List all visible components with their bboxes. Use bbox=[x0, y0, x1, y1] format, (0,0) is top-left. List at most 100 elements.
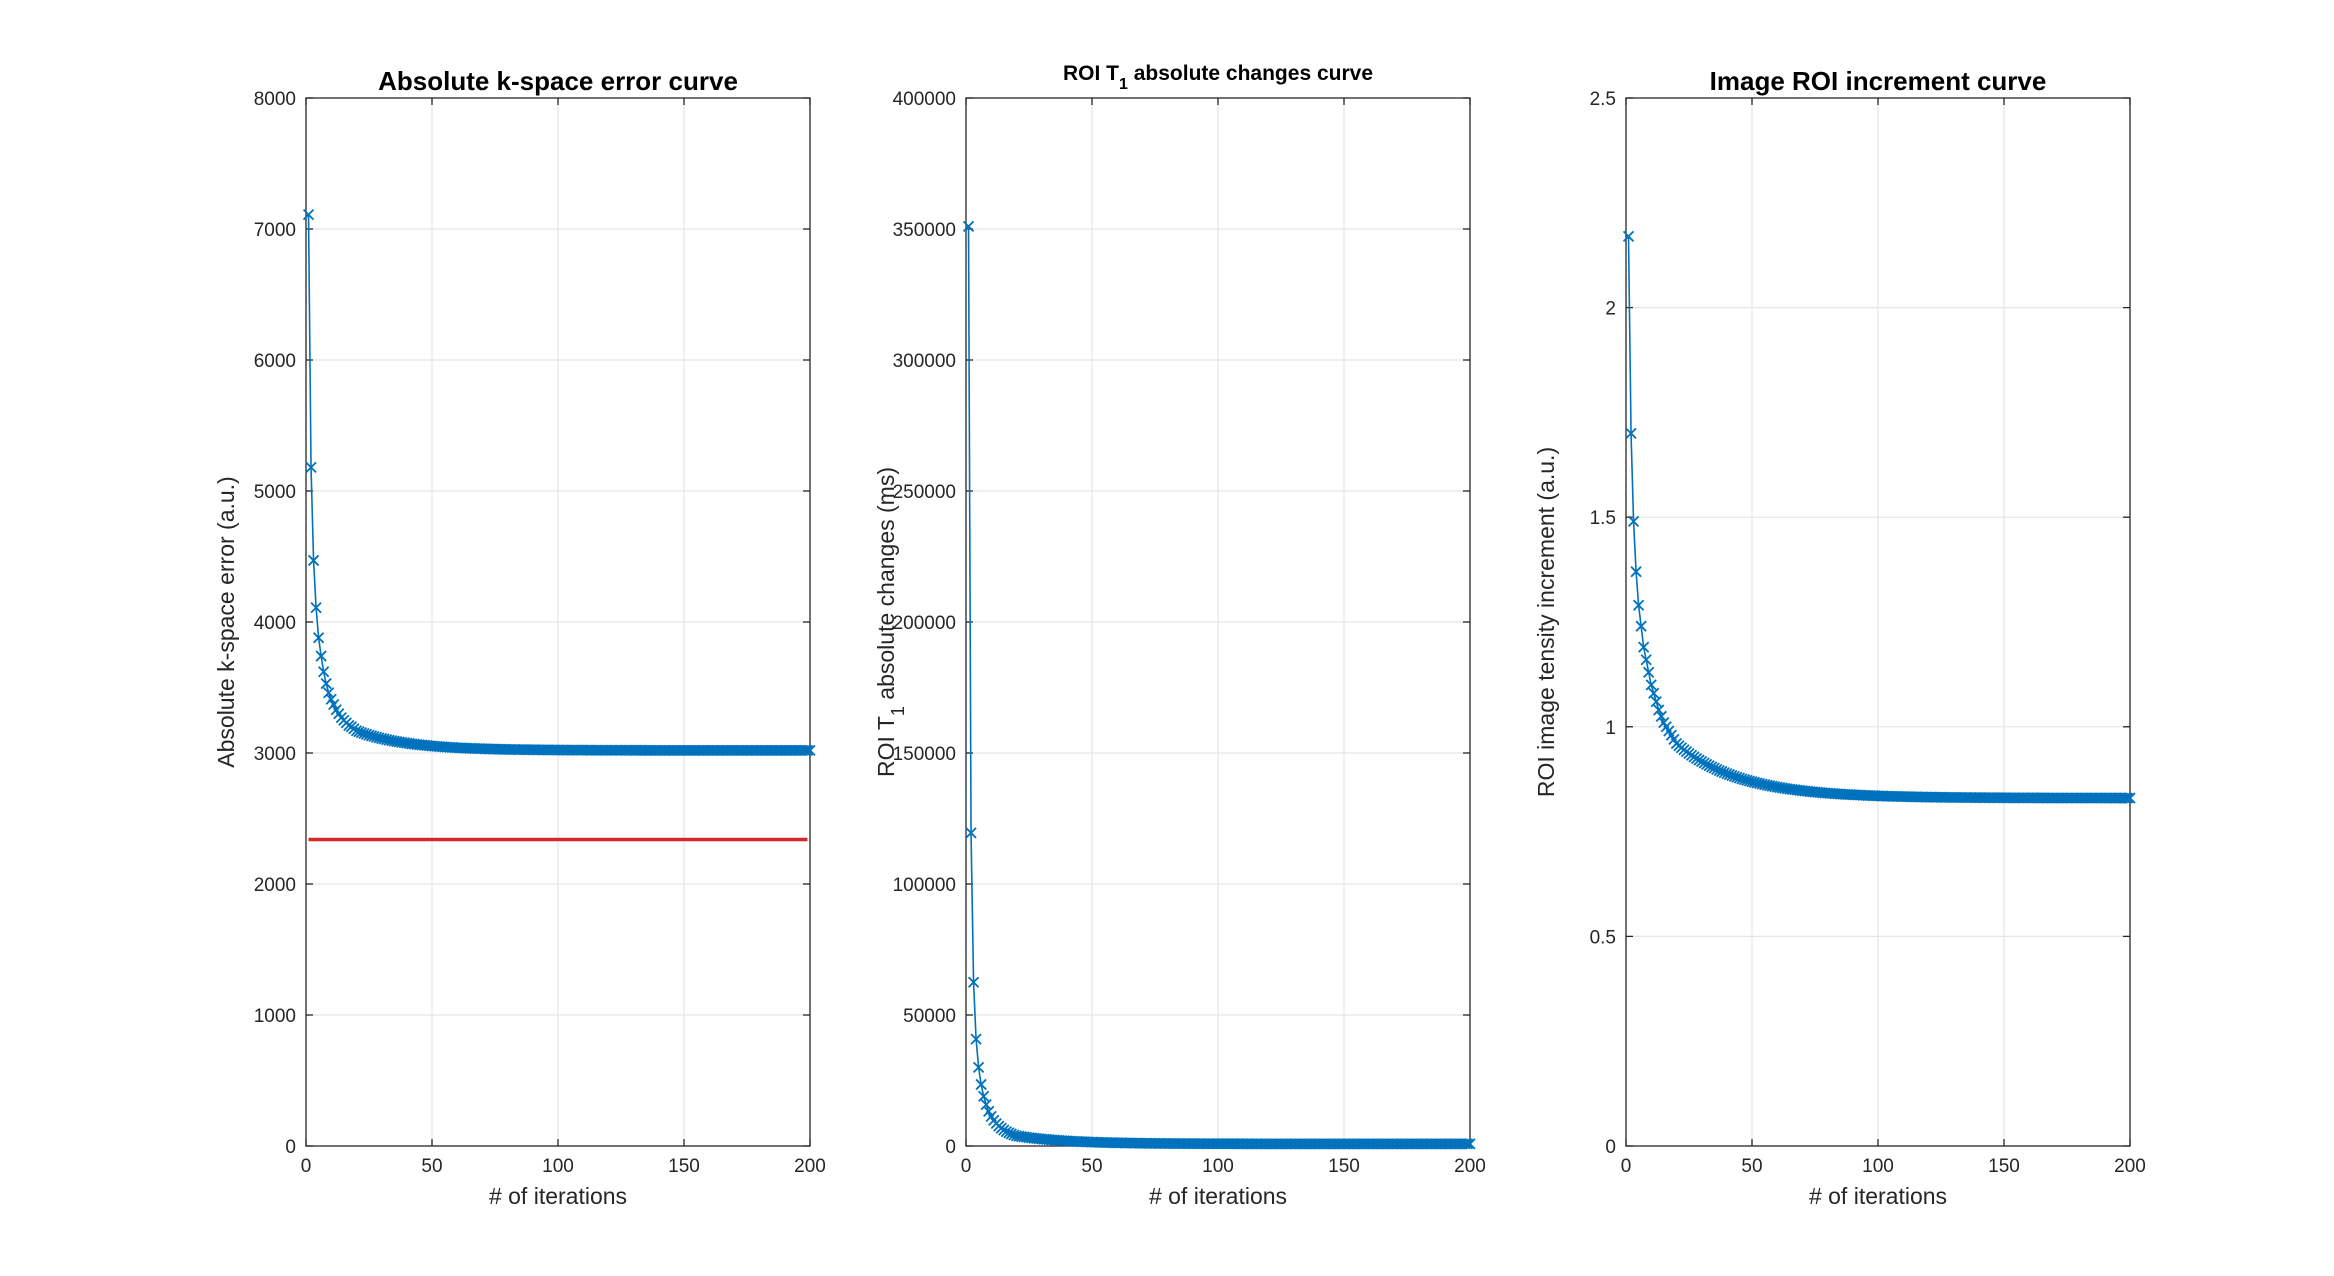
data-point-marker bbox=[975, 1078, 987, 1091]
series-markers bbox=[302, 208, 816, 757]
y-tick-label: 50000 bbox=[903, 1006, 956, 1027]
x-tick-label: 0 bbox=[301, 1156, 312, 1177]
y-tick-label: 2000 bbox=[254, 875, 296, 896]
data-point-marker bbox=[315, 650, 327, 662]
text-part: absolute changes (ms) bbox=[873, 467, 899, 706]
y-tick-label: 8000 bbox=[254, 89, 296, 110]
y-tick-label: 3000 bbox=[254, 744, 296, 765]
data-point-marker bbox=[1650, 696, 1662, 708]
data-point-marker bbox=[310, 601, 322, 614]
x-tick-label: 100 bbox=[542, 1156, 574, 1177]
data-point-marker bbox=[1461, 1138, 1474, 1150]
y-tick-label: 350000 bbox=[893, 220, 956, 241]
data-point-marker bbox=[2119, 792, 2131, 804]
y-tick-label: 200000 bbox=[893, 613, 956, 634]
chart-panel-2: 0 50 100 150 200 0 50000 100000 150000 200000 2500… bbox=[873, 62, 1486, 1209]
x-tick-label: 0 bbox=[1621, 1156, 1632, 1177]
x-tick-label: 50 bbox=[1081, 1156, 1102, 1177]
y-tick-label: 0 bbox=[285, 1137, 296, 1158]
y-tick-label: 2.5 bbox=[1590, 89, 1616, 110]
chart-title: Absolute k-space error curve bbox=[378, 66, 738, 96]
x-tick-label: 150 bbox=[1328, 1156, 1360, 1177]
data-point-marker bbox=[978, 1090, 990, 1102]
data-point-marker bbox=[323, 687, 335, 699]
data-point-marker bbox=[980, 1098, 992, 1111]
data-point-marker bbox=[305, 461, 317, 474]
data-point-marker bbox=[967, 976, 980, 988]
x-axis-label: # of iterations bbox=[1809, 1183, 1947, 1209]
x-tick-label: 150 bbox=[668, 1156, 700, 1177]
y-axis-label: Absolute k-space error (a.u.) bbox=[213, 476, 239, 767]
x-tick-label: 0 bbox=[961, 1156, 972, 1177]
y-tick-label: 100000 bbox=[893, 875, 956, 896]
data-point-marker bbox=[320, 677, 332, 690]
data-point-marker bbox=[804, 744, 816, 757]
y-tick-label: 1 bbox=[1605, 718, 1616, 739]
series-markers bbox=[962, 220, 1476, 1150]
data-point-marker bbox=[318, 666, 330, 678]
y-tick-label: 300000 bbox=[893, 351, 956, 372]
y-tick-label: 2 bbox=[1605, 299, 1616, 320]
y-tick-label: 0.5 bbox=[1590, 927, 1616, 948]
subplot-panels: 0 50 100 150 2000100020003000400050006000700… bbox=[213, 62, 2146, 1209]
chart-title: Image ROI increment curve bbox=[1710, 66, 2047, 96]
x-axis-label: # of iterations bbox=[489, 1183, 627, 1209]
data-point-marker bbox=[302, 208, 315, 221]
subscript-part: 1 bbox=[1119, 76, 1128, 93]
text-part: ROI T bbox=[873, 716, 899, 777]
data-point-marker bbox=[801, 744, 814, 757]
x-tick-label: 150 bbox=[1988, 1156, 2020, 1177]
x-axis-label: # of iterations bbox=[1149, 1183, 1287, 1209]
y-tick-label: 0 bbox=[945, 1137, 956, 1158]
text-part: absolute changes curve bbox=[1128, 62, 1373, 85]
text-part: ROI T bbox=[1063, 62, 1119, 85]
x-tick-label: 50 bbox=[1741, 1156, 1762, 1177]
data-point-marker bbox=[1464, 1138, 1476, 1150]
data-point-marker bbox=[1645, 679, 1657, 691]
y-tick-label: 4000 bbox=[254, 613, 296, 634]
data-point-marker bbox=[1655, 710, 1667, 722]
x-tick-label: 200 bbox=[1454, 1156, 1486, 1177]
data-point-marker bbox=[1630, 566, 1642, 578]
data-point-marker bbox=[1643, 666, 1655, 678]
data-point-marker bbox=[970, 1033, 982, 1045]
series-markers bbox=[1622, 230, 2136, 804]
subscript-part: 1 bbox=[888, 706, 908, 716]
data-point-marker bbox=[1622, 230, 1635, 242]
chart-panel-1: 0 50 100 150 2000100020003000400050006000700… bbox=[213, 66, 826, 1209]
chart-title: ROI T1 absolute changes curve bbox=[1063, 62, 1373, 93]
chart-panel-3: 0 50 100 150 200 0 0.5 1 1.5 2 2.5 Image ROI increm… bbox=[1533, 66, 2146, 1209]
data-point-marker bbox=[2124, 792, 2136, 804]
data-point-marker bbox=[1627, 515, 1640, 528]
data-point-marker bbox=[1653, 704, 1665, 716]
data-point-marker bbox=[312, 632, 325, 644]
y-axis-label: ROI image tensity increment (a.u.) bbox=[1533, 447, 1559, 797]
data-point-marker bbox=[1648, 687, 1660, 699]
data-point-marker bbox=[962, 220, 975, 233]
y-tick-label: 6000 bbox=[254, 351, 296, 372]
y-tick-label: 400000 bbox=[893, 89, 956, 110]
y-tick-label: 1.5 bbox=[1590, 508, 1616, 529]
data-point-marker bbox=[1635, 620, 1647, 632]
x-tick-label: 50 bbox=[421, 1156, 442, 1177]
y-tick-label: 1000 bbox=[254, 1006, 296, 1027]
y-tick-label: 250000 bbox=[893, 482, 956, 503]
y-axis-label: ROI T1 absolute changes (ms) bbox=[873, 467, 908, 777]
y-tick-label: 5000 bbox=[254, 482, 296, 503]
y-tick-label: 7000 bbox=[254, 220, 296, 241]
x-tick-label: 200 bbox=[794, 1156, 826, 1177]
x-tick-label: 100 bbox=[1862, 1156, 1894, 1177]
data-point-marker bbox=[799, 744, 811, 757]
data-point-marker bbox=[972, 1061, 985, 1074]
x-tick-label: 200 bbox=[2114, 1156, 2146, 1177]
data-point-marker bbox=[965, 827, 977, 839]
x-tick-label: 100 bbox=[1202, 1156, 1234, 1177]
y-tick-label: 150000 bbox=[893, 744, 956, 765]
data-point-marker bbox=[1459, 1138, 1471, 1150]
data-point-marker bbox=[2121, 792, 2134, 804]
data-point-marker bbox=[1640, 654, 1652, 666]
data-point-marker bbox=[1632, 599, 1645, 611]
data-point-marker bbox=[1638, 641, 1650, 653]
data-point-marker bbox=[307, 554, 320, 567]
